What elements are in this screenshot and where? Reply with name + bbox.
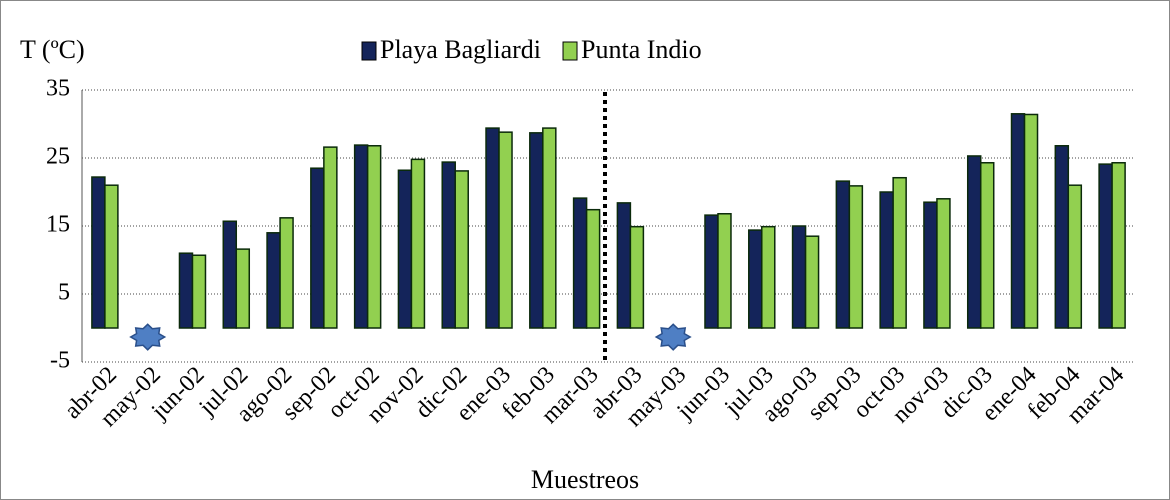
bar bbox=[485, 127, 500, 329]
bar bbox=[572, 197, 588, 329]
bar bbox=[91, 176, 106, 329]
bar bbox=[835, 180, 851, 329]
bar bbox=[616, 202, 632, 329]
bar bbox=[454, 170, 469, 329]
bar bbox=[542, 127, 557, 329]
bar bbox=[498, 131, 513, 329]
bar bbox=[791, 225, 807, 329]
bar bbox=[704, 214, 719, 329]
bar bbox=[717, 213, 732, 329]
bar bbox=[892, 176, 907, 329]
bar bbox=[191, 254, 207, 329]
bar bbox=[104, 184, 119, 329]
x-axis-label: Muestreos bbox=[531, 465, 639, 494]
y-tick-label: 25 bbox=[46, 144, 70, 170]
bar bbox=[629, 225, 645, 329]
bar bbox=[966, 155, 982, 329]
bar bbox=[366, 145, 382, 329]
legend-label: Punta Indio bbox=[581, 35, 702, 64]
bar bbox=[1111, 162, 1126, 329]
bar bbox=[1054, 145, 1070, 329]
bar bbox=[748, 229, 763, 329]
bar bbox=[178, 252, 194, 329]
y-tick-label: 5 bbox=[58, 280, 70, 306]
legend-swatch bbox=[361, 41, 377, 61]
y-axis-label: T (ºC) bbox=[20, 35, 85, 64]
y-tick-label: -5 bbox=[50, 348, 70, 374]
legend-label: Playa Bagliardi bbox=[380, 35, 541, 64]
bar bbox=[529, 132, 544, 329]
bar bbox=[323, 146, 338, 329]
bar bbox=[222, 220, 238, 329]
legend-swatch bbox=[562, 41, 578, 61]
bar bbox=[266, 232, 281, 329]
missing-marker bbox=[654, 323, 692, 351]
bar bbox=[1098, 163, 1113, 329]
bar bbox=[804, 235, 820, 329]
bar bbox=[979, 162, 995, 329]
bar bbox=[235, 248, 251, 329]
y-tick-label: 15 bbox=[46, 212, 70, 238]
y-tick-label: 35 bbox=[46, 76, 70, 102]
bar bbox=[1067, 184, 1083, 329]
bar bbox=[923, 201, 938, 329]
bar bbox=[879, 191, 894, 329]
bar bbox=[1023, 113, 1039, 329]
bar bbox=[936, 198, 951, 329]
bar bbox=[761, 225, 776, 329]
bar bbox=[848, 185, 864, 329]
bar bbox=[310, 167, 325, 329]
bar bbox=[410, 158, 426, 329]
bar bbox=[397, 169, 413, 329]
bar bbox=[441, 161, 456, 329]
bar bbox=[1010, 113, 1026, 329]
bar bbox=[585, 208, 601, 329]
missing-marker bbox=[129, 323, 167, 351]
bar bbox=[279, 217, 294, 329]
bar bbox=[353, 144, 369, 329]
